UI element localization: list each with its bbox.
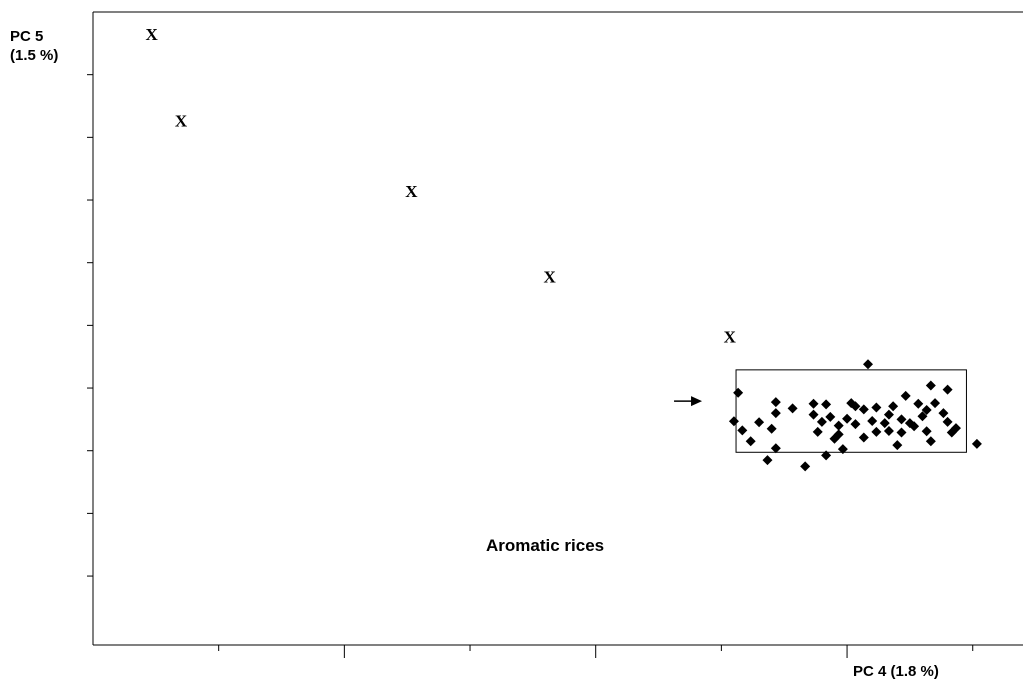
- diamond-point: [745, 436, 756, 447]
- diamond-point: [754, 417, 765, 428]
- diamond-point: [925, 436, 936, 447]
- diamond-point: [909, 421, 920, 432]
- annotation-arrow: [674, 396, 703, 407]
- x-axis-label: PC 4 (1.8 %): [853, 663, 939, 680]
- diamond-point: [842, 413, 853, 424]
- diamond-point: [728, 416, 739, 427]
- diamond-point: [829, 433, 840, 444]
- diamond-point: [883, 425, 894, 436]
- diamond-point: [871, 402, 882, 413]
- annotation-label: Aromatic rices: [486, 536, 605, 555]
- diamond-point: [850, 419, 861, 430]
- diamond-point: [938, 408, 949, 419]
- series-x-markers: X X X X X: [146, 25, 737, 347]
- diamond-point: [921, 426, 932, 437]
- diamond-point: [971, 438, 982, 449]
- diamond-point: [812, 426, 823, 437]
- diamond-point: [858, 404, 869, 415]
- group-bounding-box: [735, 369, 967, 453]
- diamond-point: [863, 359, 873, 370]
- diamond-point: [900, 390, 911, 401]
- x-point-marker: X: [543, 267, 556, 286]
- diamond-point: [942, 384, 953, 395]
- x-point-marker: X: [146, 25, 159, 44]
- diamond-point: [770, 408, 781, 419]
- axes: [92, 11, 1023, 646]
- diamond-point: [917, 411, 928, 422]
- series-diamond-markers: [728, 359, 982, 472]
- diamond-point: [925, 380, 936, 391]
- diamond-point: [913, 398, 924, 409]
- diamond-point: [942, 416, 953, 427]
- diamond-point: [879, 418, 890, 429]
- diamond-point: [921, 404, 932, 415]
- diamond-point: [896, 427, 907, 438]
- x-point-marker: X: [405, 182, 418, 201]
- diamond-point: [800, 461, 811, 472]
- diamond-point: [850, 401, 861, 412]
- diamond-point: [837, 444, 848, 455]
- diamond-point: [821, 399, 832, 410]
- diamond-point: [867, 415, 878, 426]
- diamond-point: [896, 414, 907, 425]
- diamond-point: [946, 427, 957, 438]
- diamond-point: [737, 425, 748, 436]
- diamond-point: [770, 397, 781, 408]
- diamond-point: [808, 409, 819, 420]
- arrow-head: [691, 396, 703, 407]
- diamond-point: [733, 387, 744, 398]
- diamond-point: [762, 455, 773, 466]
- diamond-point: [808, 398, 819, 409]
- x-point-marker: X: [724, 328, 737, 347]
- diamond-point: [930, 398, 941, 409]
- diamond-point: [883, 409, 894, 420]
- y-axis-label-line-2: (1.5 %): [10, 47, 59, 64]
- diamond-point: [825, 411, 836, 422]
- diamond-point: [871, 426, 882, 437]
- y-axis-label-line-1: PC 5: [10, 28, 44, 45]
- aromatic-rices-box: [735, 369, 967, 453]
- diamond-point: [766, 423, 777, 434]
- axis-ticks: [87, 74, 974, 658]
- diamond-point: [821, 450, 832, 461]
- diamond-point: [770, 443, 781, 454]
- x-point-marker: X: [175, 111, 188, 130]
- diamond-point: [892, 440, 903, 451]
- diamond-point: [816, 416, 827, 427]
- diamond-point: [888, 401, 899, 412]
- diamond-point: [787, 403, 798, 414]
- diamond-point: [858, 432, 869, 443]
- diamond-point: [833, 420, 844, 431]
